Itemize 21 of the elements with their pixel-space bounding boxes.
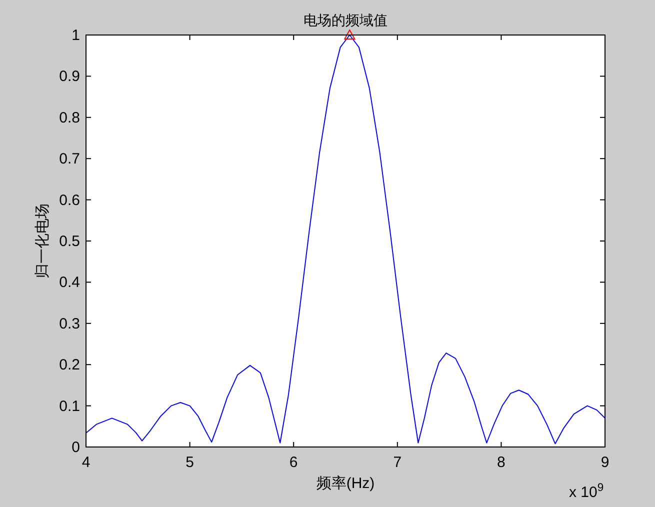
y-axis-title: 归一化电场 [34,204,51,278]
y-tick-label: 0 [72,439,80,456]
y-tick-label: 0.2 [59,356,80,374]
x-axis-title: 频率(Hz) [316,475,375,492]
x-tick-label: 9 [600,454,610,471]
x-tick-label: 7 [393,454,402,471]
chart-title: 电场的频域值 [304,12,388,28]
y-tick-label: 0.4 [59,274,80,292]
y-tick-label: 0.7 [59,150,80,168]
y-tick-label: 0.8 [59,109,80,126]
text: x 10$^{9}$ [569,482,604,501]
y-tick-label: 0.9 [59,68,80,86]
y-tick-label: 0.3 [59,315,80,332]
y-tick-label: 1 [72,27,80,44]
x-tick-label: 4 [82,454,90,471]
y-tick-label: 0.6 [59,192,80,209]
x-tick-label: 8 [497,454,506,471]
y-tick-label: 0.1 [59,398,80,415]
x-tick-label: 5 [186,454,194,471]
y-tick-label: 0.5 [59,233,80,250]
x-tick-label: 6 [289,454,298,471]
